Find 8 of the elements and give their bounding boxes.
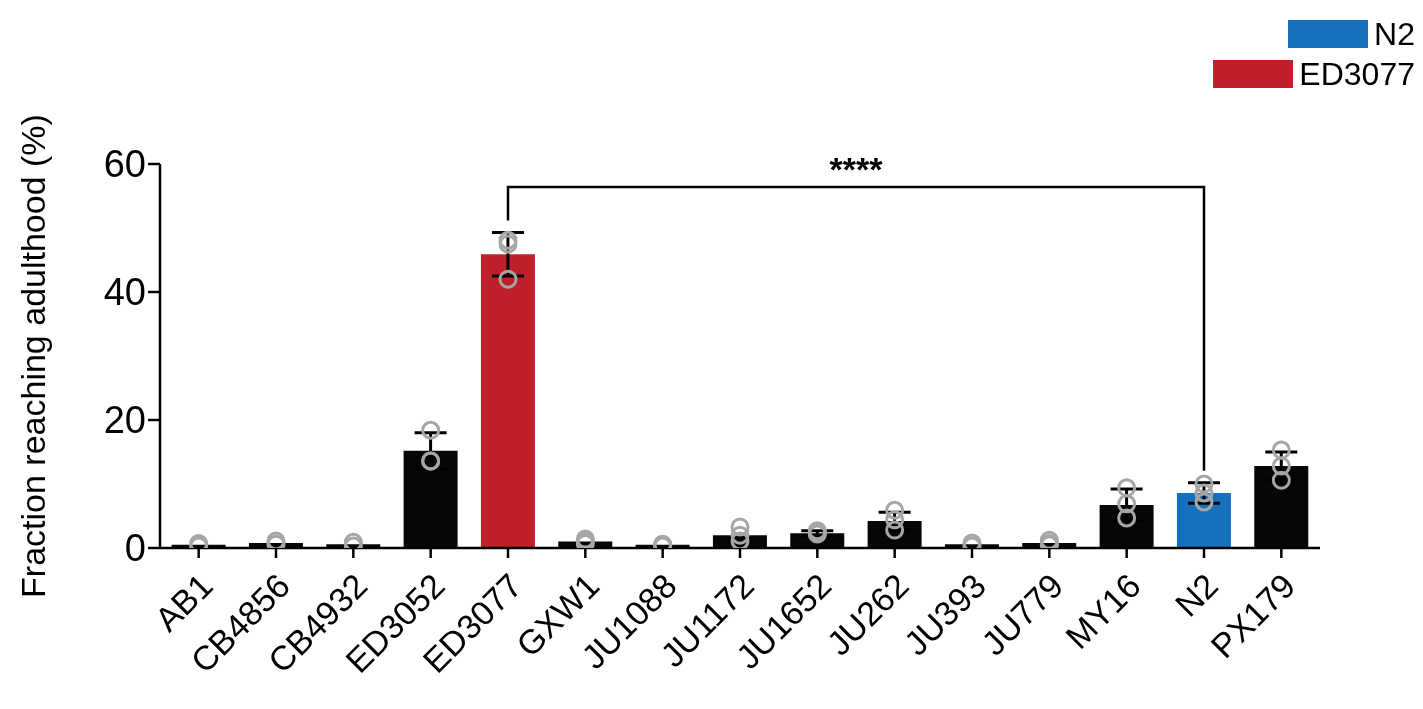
annotation: **** <box>829 150 884 189</box>
legend-label: N2 <box>1374 15 1415 53</box>
y-tick-label: 0 <box>124 527 146 570</box>
y-tick-label: 40 <box>103 271 146 314</box>
legend-label: ED3077 <box>1299 55 1415 93</box>
y-tick-label: 60 <box>103 143 146 186</box>
y-tick-label: 20 <box>103 399 146 442</box>
y-axis-title: Fraction reaching adulthood (%) <box>14 114 53 598</box>
